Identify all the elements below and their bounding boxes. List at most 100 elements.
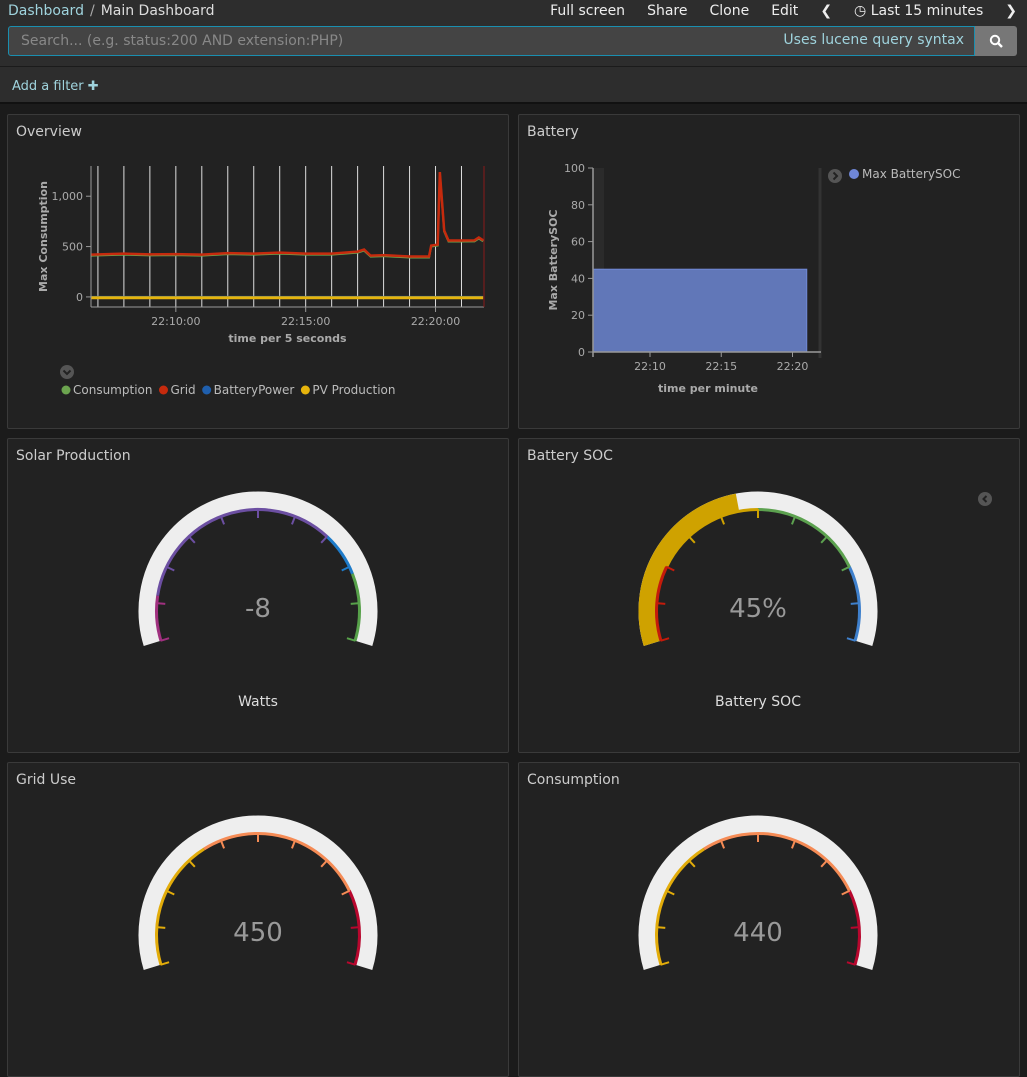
overview-chart[interactable]: 0 500 1,000 22:10:00 22:15:00 22:20:00 time pe…: [8, 115, 508, 415]
lucene-syntax-link[interactable]: Uses lucene query syntax: [783, 32, 964, 48]
panel-title: Solar Production: [16, 448, 131, 464]
chevron-left-icon[interactable]: ❮: [820, 3, 833, 19]
top-nav: Dashboard / Main Dashboard Full screen Sha…: [0, 0, 1027, 66]
gauge-label: Battery SOC: [715, 694, 801, 710]
clone-button[interactable]: Clone: [709, 3, 750, 19]
clock-icon: ◷: [854, 3, 867, 19]
time-picker-button[interactable]: ◷ Last 15 minutes: [854, 3, 983, 19]
gauge-tick: [687, 535, 696, 544]
x-tick-label: 22:20:00: [411, 315, 460, 328]
legend-item: BatteryPower: [214, 383, 295, 397]
chevron-down-icon: [62, 369, 72, 376]
area-battery-soc: [592, 268, 808, 353]
gauge-tick: [160, 637, 170, 642]
chevron-down-icon: [60, 365, 74, 379]
search-button[interactable]: [975, 26, 1017, 56]
x-axis-label: time per 5 seconds: [228, 332, 347, 345]
gauge-range-band: [703, 832, 851, 892]
chevron-right-icon: [832, 171, 839, 181]
gauge-tick: [320, 859, 329, 868]
gauge-tick: [665, 889, 675, 896]
y-axis-label: Max BatterySOC: [547, 209, 560, 310]
gauge-track: [138, 815, 378, 970]
breadcrumb: Dashboard / Main Dashboard: [8, 3, 215, 19]
grid-use-panel: Grid Use 450: [7, 762, 509, 1077]
gauge-tick: [341, 565, 351, 572]
series-line-grid: [91, 171, 484, 258]
gauge-value: 45%: [729, 594, 787, 624]
gauge-range-band: [325, 535, 354, 575]
gauge-tick: [165, 889, 175, 896]
search-input[interactable]: [9, 27, 769, 55]
gauge-tick: [291, 515, 297, 525]
y-tick-label: 60: [571, 236, 585, 249]
solar-production-panel: Solar Production -8 Watts: [7, 438, 509, 753]
gauge-tick: [320, 535, 329, 544]
consumption-gauge: [638, 815, 878, 970]
y-tick-label: 20: [571, 309, 585, 322]
y-tick-label: 100: [564, 162, 585, 175]
gauge-tick: [660, 637, 670, 642]
search-icon: [989, 34, 1003, 48]
gauge-tick: [820, 535, 829, 544]
share-button[interactable]: Share: [647, 3, 688, 19]
legend-item: Consumption: [73, 383, 152, 397]
gauge-tick: [187, 535, 196, 544]
gauge-fill: [638, 493, 740, 646]
x-tick-label: 22:15:00: [281, 315, 330, 328]
breadcrumb-current: Main Dashboard: [100, 3, 215, 19]
panel-title: Battery: [527, 124, 579, 140]
top-menu: Full screen Share Clone Edit ❮ ◷ Last 15…: [550, 3, 1017, 19]
gauge-value: 440: [733, 918, 783, 948]
gauge-range-band: [757, 508, 851, 568]
gauge-tick: [850, 926, 860, 929]
breadcrumb-dashboard-link[interactable]: Dashboard: [8, 3, 84, 19]
solar-gauge: [138, 491, 378, 646]
gauge-value: -8: [245, 594, 271, 624]
gauge-tick: [156, 602, 166, 605]
legend-dot: [158, 385, 168, 395]
legend-dot: [61, 385, 71, 395]
battery-chart[interactable]: 0 20 40 60 80 100 22:10 22:15 22:20 time per minu…: [519, 115, 1019, 415]
add-filter-label: Add a filter: [12, 79, 84, 94]
gauge-tick: [687, 859, 696, 868]
chevron-right-icon[interactable]: ❯: [1005, 3, 1017, 19]
legend-item: Grid: [170, 383, 195, 397]
y-tick-label: 0: [76, 291, 83, 304]
chevron-right-icon: [828, 169, 842, 183]
gauge-range-band: [655, 847, 705, 966]
legend-dot: [849, 169, 859, 179]
battery-soc-panel: Battery SOC 45% Battery SOC: [518, 438, 1020, 753]
gauge-tick: [346, 637, 356, 642]
gauge-tick: [665, 565, 675, 572]
gauge-range-band: [665, 508, 759, 568]
gauge-track: [138, 491, 378, 646]
gauge-tick: [219, 515, 225, 525]
add-filter-button[interactable]: Add a filter ✚: [12, 79, 99, 94]
filter-bar: Add a filter ✚: [0, 66, 1027, 104]
gauge-tick: [219, 839, 225, 849]
gauge-tick: [846, 637, 856, 642]
y-tick-label: 40: [571, 272, 585, 285]
y-tick-label: 80: [571, 199, 585, 212]
search-bar: Uses lucene query syntax: [8, 26, 975, 56]
y-tick-label: 500: [62, 241, 83, 254]
gauge-tick: [350, 602, 360, 605]
gauge-value: 450: [233, 918, 283, 948]
edit-button[interactable]: Edit: [771, 3, 799, 19]
x-axis-label: time per minute: [658, 382, 758, 395]
panel-title: Consumption: [527, 772, 620, 788]
plus-icon: ✚: [87, 79, 99, 94]
panel-title: Battery SOC: [527, 448, 613, 464]
gauge-track: [638, 815, 878, 970]
legend-item: PV Production: [312, 383, 395, 397]
y-tick-label: 0: [578, 346, 585, 359]
consumption-panel: Consumption 440: [518, 762, 1020, 1077]
full-screen-button[interactable]: Full screen: [550, 3, 626, 19]
gauge-tick: [156, 926, 166, 929]
legend-dot: [300, 385, 310, 395]
chevron-left-icon[interactable]: [978, 492, 992, 506]
gauge-tick: [841, 889, 851, 896]
gauge-range-band: [155, 847, 205, 966]
gauge-tick: [350, 926, 360, 929]
